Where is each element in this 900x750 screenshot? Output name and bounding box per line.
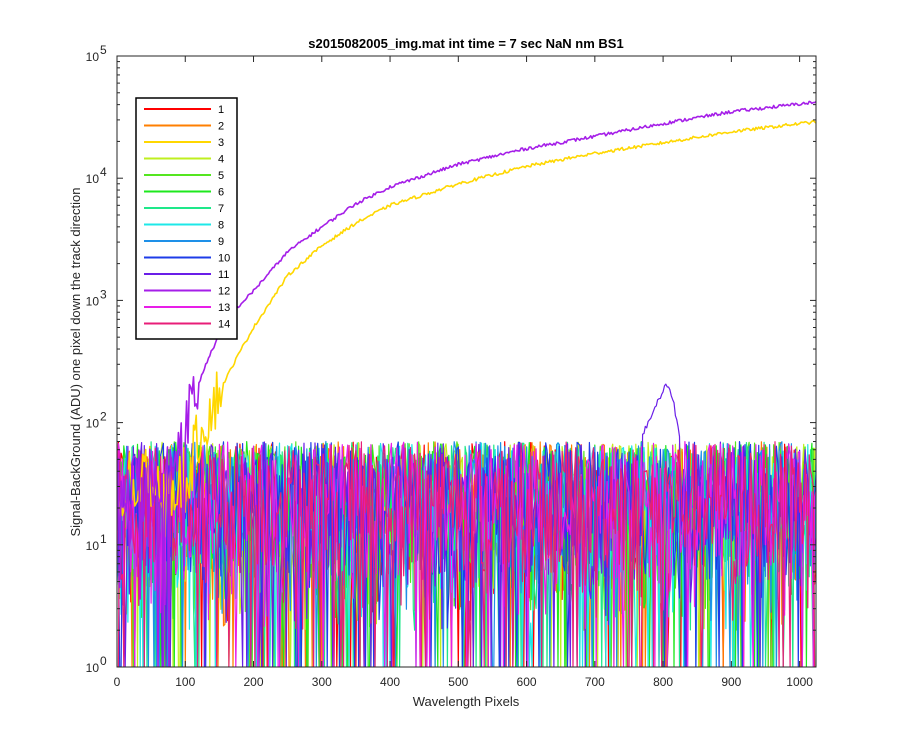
legend-label-6: 6 bbox=[218, 187, 224, 199]
y-axis-label: Signal-BackGround (ADU) one pixel down t… bbox=[68, 187, 83, 536]
series-14-line bbox=[117, 441, 816, 667]
series-group bbox=[117, 100, 816, 667]
legend-label-3: 3 bbox=[218, 137, 224, 149]
x-tick-label: 200 bbox=[244, 675, 264, 689]
legend-label-1: 1 bbox=[218, 104, 224, 116]
y-tick-exponent: 3 bbox=[100, 287, 107, 301]
x-tick-label: 700 bbox=[585, 675, 605, 689]
x-axis-label: Wavelength Pixels bbox=[413, 694, 520, 709]
y-tick-exponent: 5 bbox=[100, 43, 107, 57]
legend-label-13: 13 bbox=[218, 302, 230, 314]
x-tick-label: 0 bbox=[114, 675, 121, 689]
x-tick-label: 900 bbox=[721, 675, 741, 689]
y-tick-label: 10 bbox=[86, 539, 100, 553]
legend-label-7: 7 bbox=[218, 203, 224, 215]
x-tick-label: 500 bbox=[448, 675, 468, 689]
legend-label-8: 8 bbox=[218, 220, 224, 232]
legend-label-5: 5 bbox=[218, 170, 224, 182]
legend-label-2: 2 bbox=[218, 121, 224, 133]
legend-label-14: 14 bbox=[218, 319, 230, 331]
x-tick-label: 100 bbox=[175, 675, 195, 689]
legend-label-11: 11 bbox=[218, 269, 229, 281]
legend-box bbox=[135, 97, 238, 340]
y-tick-exponent: 1 bbox=[100, 532, 107, 546]
axes-frame bbox=[116, 55, 817, 668]
y-tick-exponent: 4 bbox=[100, 165, 107, 179]
legend-label-9: 9 bbox=[218, 236, 224, 248]
x-tick-label: 600 bbox=[517, 675, 537, 689]
y-tick-label: 10 bbox=[86, 172, 100, 186]
x-tick-label: 400 bbox=[380, 675, 400, 689]
y-tick-exponent: 2 bbox=[100, 410, 107, 424]
y-tick-label: 10 bbox=[86, 50, 100, 64]
x-tick-label: 800 bbox=[653, 675, 673, 689]
plot-area bbox=[117, 100, 816, 667]
x-tick-label: 1000 bbox=[786, 675, 813, 689]
series-3-line bbox=[117, 119, 816, 538]
y-tick-exponent: 0 bbox=[100, 654, 107, 668]
y-tick-label: 10 bbox=[86, 294, 100, 308]
legend-label-12: 12 bbox=[218, 286, 230, 298]
legend-label-10: 10 bbox=[218, 253, 230, 265]
x-tick-label: 300 bbox=[312, 675, 332, 689]
y-tick-label: 10 bbox=[86, 417, 100, 431]
y-tick-label: 10 bbox=[86, 661, 100, 675]
legend-label-4: 4 bbox=[218, 154, 224, 166]
chart-title: s2015082005_img.mat int time = 7 sec NaN… bbox=[308, 36, 623, 51]
